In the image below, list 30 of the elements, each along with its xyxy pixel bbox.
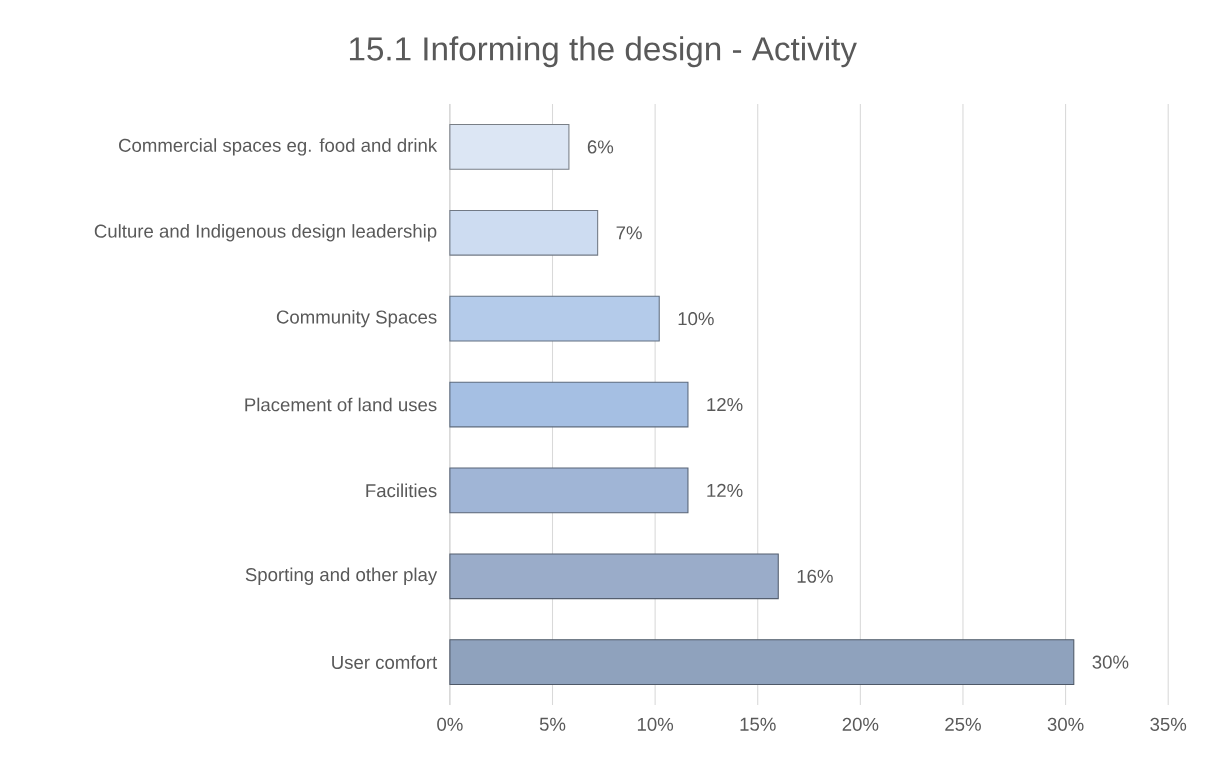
- bar: [449, 467, 689, 514]
- data-label: 6%: [587, 140, 614, 154]
- data-label: 30%: [1092, 655, 1129, 669]
- y-tick-label: User comfort: [332, 655, 438, 669]
- data-label: 12%: [707, 397, 743, 411]
- y-tick-label: Facilities: [366, 483, 437, 498]
- x-tick-label: 5%: [539, 717, 566, 731]
- data-label: 16%: [797, 569, 833, 583]
- data-label: 10%: [678, 311, 714, 326]
- bar: [449, 639, 1075, 685]
- x-tick-label: 10%: [637, 717, 674, 731]
- x-tick-label: 15%: [740, 717, 776, 731]
- bar: [449, 123, 570, 170]
- x-tick-label: 35%: [1150, 717, 1187, 731]
- x-tick-label: 20%: [842, 717, 879, 731]
- data-label: 7%: [616, 226, 642, 240]
- y-tick-label: Commercial spaces eg. food and drink: [119, 138, 438, 156]
- bar: [449, 295, 660, 342]
- bar: [449, 381, 689, 428]
- bar: [449, 553, 779, 600]
- bar: [449, 209, 599, 256]
- x-tick-label: 25%: [945, 717, 981, 731]
- y-tick-label: Sporting and other play: [245, 567, 438, 585]
- x-tick-label: 0%: [437, 717, 463, 731]
- y-tick-label: Culture and Indigenous design leadership: [94, 224, 437, 242]
- data-label: 12%: [707, 483, 743, 497]
- y-tick-label: Community Spaces: [276, 309, 437, 328]
- x-tick-label: 30%: [1047, 717, 1084, 731]
- chart-title: 15.1 Informing the design - Activity: [349, 36, 857, 68]
- y-tick-label: Placement of land uses: [245, 397, 437, 412]
